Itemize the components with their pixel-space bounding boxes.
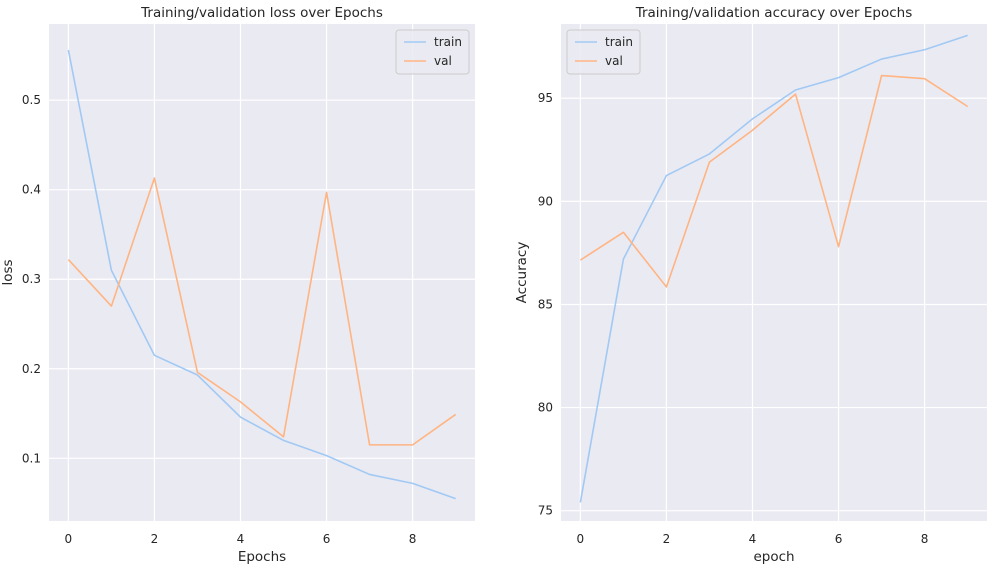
loss-y-axis-label: loss — [0, 259, 16, 285]
loss-legend-label-train: train — [434, 35, 462, 49]
loss-x-tick-label: 0 — [65, 532, 73, 546]
accuracy-legend: train val — [566, 29, 641, 75]
accuracy-y-axis-label: Accuracy — [514, 242, 530, 304]
accuracy-legend-label-train: train — [605, 35, 633, 49]
loss-x-axis-label: Epochs — [238, 549, 286, 565]
loss-y-tick-label: 0.4 — [22, 183, 41, 197]
loss-x-tick-label: 8 — [409, 532, 417, 546]
accuracy-y-tick-label: 95 — [538, 91, 553, 105]
accuracy-series-train-line — [579, 34, 968, 503]
loss-series-train-line — [67, 49, 456, 500]
loss-series-val-line — [67, 177, 457, 446]
loss-axes-background — [49, 24, 475, 521]
accuracy-x-tick-label: 0 — [577, 532, 585, 546]
accuracy-y-tick-label: 75 — [538, 504, 553, 518]
loss-x-tick-label: 6 — [323, 532, 331, 546]
loss-chart: 0 2 4 6 8 0.1 0.2 0.3 0.4 0.5 Training/validation … — [0, 5, 475, 565]
loss-y-tick-label: 0.3 — [22, 272, 41, 286]
loss-x-tick-label: 4 — [237, 532, 245, 546]
loss-x-tick-label: 2 — [151, 532, 159, 546]
loss-y-tick-label: 0.2 — [22, 362, 41, 376]
loss-legend-label-val: val — [434, 54, 452, 68]
loss-y-tick-label: 0.5 — [22, 93, 41, 107]
loss-chart-title: Training/validation loss over Epochs — [140, 5, 383, 21]
accuracy-axes-background — [561, 24, 987, 521]
accuracy-y-tick-label: 80 — [538, 401, 553, 415]
accuracy-x-tick-label: 2 — [663, 532, 671, 546]
accuracy-chart-title: Training/validation accuracy over Epochs — [635, 5, 913, 21]
accuracy-x-tick-label: 8 — [921, 532, 929, 546]
accuracy-x-tick-label: 6 — [835, 532, 843, 546]
accuracy-y-tick-label: 85 — [538, 297, 553, 311]
accuracy-legend-label-val: val — [605, 54, 623, 68]
accuracy-y-tick-label: 90 — [538, 194, 553, 208]
accuracy-series-val-line — [579, 74, 969, 288]
accuracy-chart: 0 2 4 6 8 75 80 85 90 95 Training/validation accur… — [514, 5, 987, 565]
accuracy-x-tick-label: 4 — [749, 532, 757, 546]
loss-y-tick-label: 0.1 — [22, 451, 41, 465]
accuracy-legend-frame — [566, 29, 641, 75]
loss-legend: train val — [395, 29, 470, 75]
accuracy-x-axis-label: epoch — [753, 549, 794, 565]
loss-legend-frame — [395, 29, 470, 75]
